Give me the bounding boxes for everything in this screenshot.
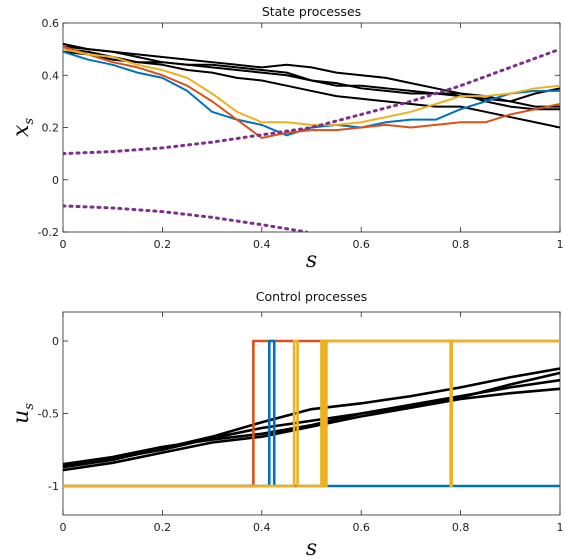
y-tick-label: 0.2 bbox=[42, 122, 60, 135]
y-axis-label-main: u bbox=[9, 410, 34, 424]
series-line-black bbox=[63, 387, 560, 472]
x-tick-label: 0.4 bbox=[253, 238, 271, 251]
y-tick-label: 0 bbox=[52, 335, 59, 348]
x-tick-label: 0.6 bbox=[352, 238, 370, 251]
series-line-purple bbox=[63, 47, 560, 156]
y-axis-label-main: x bbox=[9, 124, 34, 137]
chart-title: Control processes bbox=[256, 289, 367, 304]
x-tick-label: 1 bbox=[557, 521, 564, 534]
x-tick-label: 1 bbox=[557, 238, 564, 251]
series-group bbox=[63, 42, 560, 232]
y-tick-label: 0 bbox=[52, 174, 59, 187]
series-line-blue bbox=[63, 50, 560, 137]
series-line-yellow bbox=[63, 48, 560, 126]
series-line-orange bbox=[63, 45, 560, 139]
x-tick-label: 0 bbox=[60, 521, 67, 534]
series-line-black bbox=[63, 42, 560, 108]
y-axis-label-subscript: s bbox=[22, 118, 37, 125]
y-tick-label: -0.5 bbox=[38, 408, 59, 421]
y-tick-label: -0.2 bbox=[38, 226, 59, 239]
x-tick-label: 0.8 bbox=[452, 521, 470, 534]
y-tick-label: 0.4 bbox=[42, 69, 60, 82]
y-axis-label: us bbox=[9, 403, 37, 424]
y-tick-label: 0.6 bbox=[42, 17, 60, 30]
series-line-purple bbox=[63, 204, 309, 232]
y-tick-label: -1 bbox=[48, 480, 59, 493]
series-line-black bbox=[63, 371, 560, 467]
series-group bbox=[63, 339, 560, 488]
y-axis-label: xs bbox=[9, 118, 37, 137]
x-tick-label: 0 bbox=[60, 238, 67, 251]
chart-title: State processes bbox=[262, 4, 361, 19]
x-tick-label: 0.8 bbox=[452, 238, 470, 251]
x-tick-label: 0.4 bbox=[253, 521, 271, 534]
series-line-black bbox=[63, 50, 560, 129]
plot-area bbox=[62, 311, 561, 516]
y-axis-label-subscript: s bbox=[22, 403, 37, 410]
x-tick-label: 0.6 bbox=[352, 521, 370, 534]
x-axis-label: s bbox=[306, 536, 317, 560]
series-line-yellow bbox=[63, 339, 560, 488]
x-tick-label: 0.2 bbox=[154, 238, 172, 251]
x-tick-label: 0.2 bbox=[154, 521, 172, 534]
x-axis-label: s bbox=[306, 248, 317, 273]
